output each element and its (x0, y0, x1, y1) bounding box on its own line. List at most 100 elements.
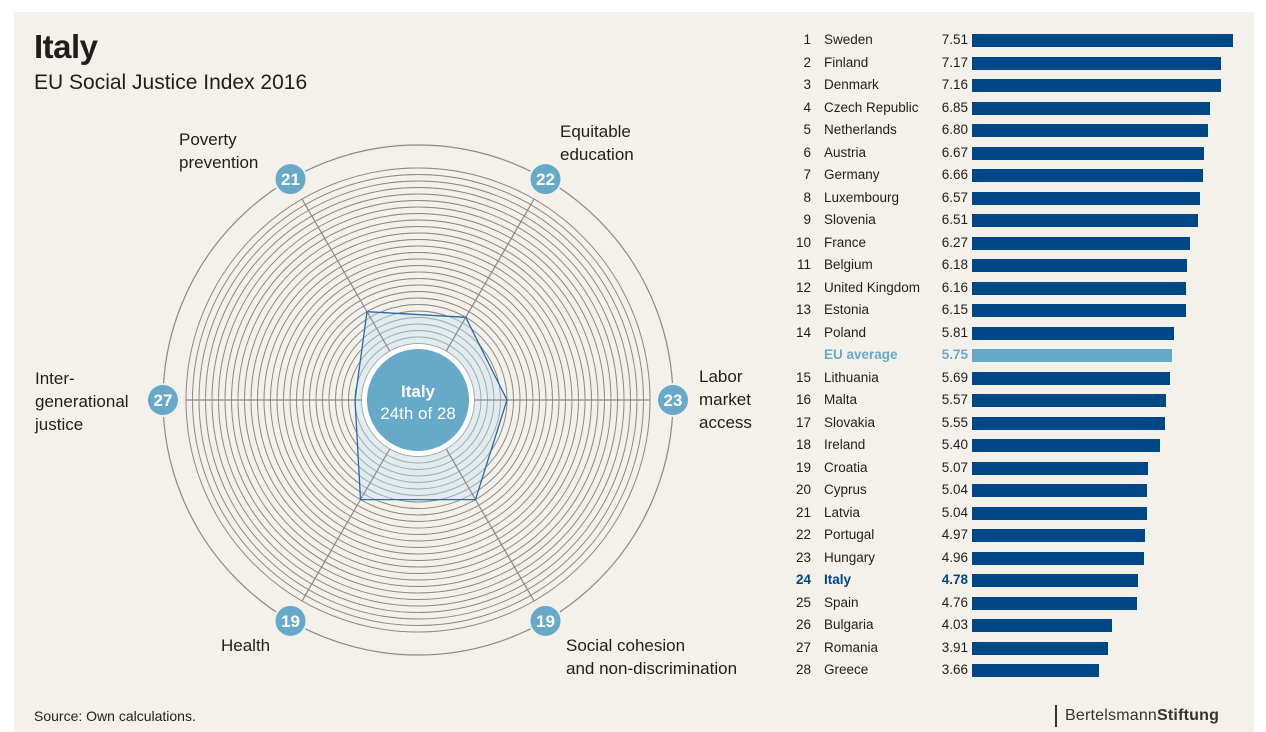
index-value: 4.97 (941, 527, 968, 542)
index-value: 5.07 (941, 459, 968, 475)
country-row: 25 Spain 4.76 (780, 592, 1250, 614)
country-name: Italy (824, 572, 852, 587)
country-name: Croatia (824, 459, 868, 475)
value-bar (972, 349, 1172, 362)
axis-spoke (301, 448, 391, 602)
axis-label-line: market (699, 390, 751, 409)
index-value: 6.66 (941, 167, 968, 182)
index-value: 5.04 (941, 504, 968, 520)
brand-logo: BertelsmannStiftung (1055, 705, 1219, 727)
index-value: 6.57 (941, 189, 968, 205)
rank-number: 15 (795, 369, 811, 385)
rank-badge-value: 22 (536, 170, 555, 189)
country-row: 7 Germany 6.66 (780, 164, 1250, 186)
country-name: Estonia (824, 302, 870, 317)
index-value: 3.66 (941, 662, 968, 677)
index-value: 6.85 (941, 99, 968, 115)
axis-label-line: access (699, 413, 752, 432)
country-row: 26 Bulgaria 4.03 (780, 614, 1250, 636)
index-value: 5.81 (941, 324, 968, 340)
index-value: 6.80 (941, 122, 968, 137)
country-name: Cyprus (824, 482, 867, 497)
value-bar (972, 124, 1209, 137)
hub-country-label: Italy (401, 382, 436, 401)
page-title: Italy (34, 28, 98, 65)
axis-spoke (301, 198, 391, 352)
country-row: 15 Lithuania 5.69 (780, 367, 1250, 389)
index-value: 5.04 (941, 482, 968, 497)
value-bar (972, 304, 1186, 317)
rank-number: 18 (795, 437, 811, 452)
rank-number: 8 (803, 189, 811, 205)
rank-badge (530, 605, 561, 636)
value-bar (972, 214, 1199, 227)
country-name: Latvia (824, 504, 861, 520)
rank-badge (530, 164, 561, 195)
rank-number: 21 (795, 504, 811, 520)
rank-number: 3 (803, 77, 811, 92)
country-row: 18 Ireland 5.40 (780, 434, 1250, 456)
axis-label-line: Health (221, 636, 271, 655)
country-row: 17 Slovakia 5.55 (780, 412, 1250, 434)
axis-label: Social cohesion and non-discrimination (566, 634, 737, 680)
value-bar (972, 619, 1113, 632)
value-bar (972, 326, 1174, 340)
rank-number: 7 (803, 167, 811, 182)
value-bar (972, 259, 1187, 272)
rank-badge (658, 385, 688, 415)
rank-number: 5 (803, 122, 811, 137)
rank-number: 24 (795, 572, 811, 587)
rank-number: 9 (803, 212, 811, 227)
country-row: 5 Netherlands 6.80 (780, 119, 1250, 141)
index-value: 6.51 (941, 212, 968, 227)
country-row: 9 Slovenia 6.51 (780, 209, 1250, 231)
eu-average-row: EU average 5.75 (780, 344, 1250, 366)
country-name: Spain (824, 594, 859, 610)
index-value: 4.96 (941, 549, 968, 565)
country-row: 6 Austria 6.67 (780, 142, 1250, 164)
country-name: Luxembourg (824, 189, 900, 205)
value-bar (972, 506, 1148, 520)
country-name: Belgium (824, 257, 873, 272)
rank-number: 25 (795, 594, 811, 610)
rank-number: 22 (795, 527, 811, 542)
value-bar (972, 56, 1222, 70)
country-row: 13 Estonia 6.15 (780, 299, 1250, 321)
axis-label: Labor market access (699, 365, 752, 434)
rank-badge (275, 605, 306, 636)
country-name: Poland (824, 324, 867, 340)
country-name: Hungary (824, 549, 876, 565)
index-value: 5.75 (941, 347, 968, 362)
country-name: Bulgaria (824, 617, 874, 632)
country-name: Austria (824, 144, 867, 160)
axis-label-line: Labor (699, 367, 743, 386)
rank-number: 12 (795, 279, 811, 295)
country-name: Finland (824, 54, 869, 70)
country-row: 2 Finland 7.17 (780, 52, 1250, 74)
index-value: 6.27 (941, 234, 968, 250)
country-name: Denmark (824, 77, 879, 92)
country-row: 28 Greece 3.66 (780, 659, 1250, 681)
country-name: Sweden (824, 32, 873, 47)
value-bar (972, 79, 1221, 92)
country-name: France (824, 234, 867, 250)
country-name: United Kingdom (824, 279, 921, 295)
rank-number: 20 (795, 482, 811, 497)
rank-number: 28 (795, 662, 811, 677)
axis-label-line: Social cohesion (566, 636, 686, 655)
value-bar (972, 439, 1160, 452)
country-row: 11 Belgium 6.18 (780, 254, 1250, 276)
page-subtitle: EU Social Justice Index 2016 (34, 71, 308, 94)
country-row: 3 Denmark 7.16 (780, 74, 1250, 96)
rank-badge (148, 385, 178, 415)
index-value: 4.76 (941, 594, 968, 610)
country-row: 21 Latvia 5.04 (780, 502, 1250, 524)
country-name: Czech Republic (824, 99, 919, 115)
country-row: 8 Luxembourg 6.57 (780, 187, 1250, 209)
axis-label-line: and non-discrimination (566, 659, 738, 678)
rank-number: 13 (795, 302, 811, 317)
axis-label-line: generational (35, 392, 129, 411)
rank-badge-value: 23 (664, 391, 683, 410)
index-value: 4.78 (941, 572, 968, 587)
rank-number: 2 (803, 54, 811, 70)
